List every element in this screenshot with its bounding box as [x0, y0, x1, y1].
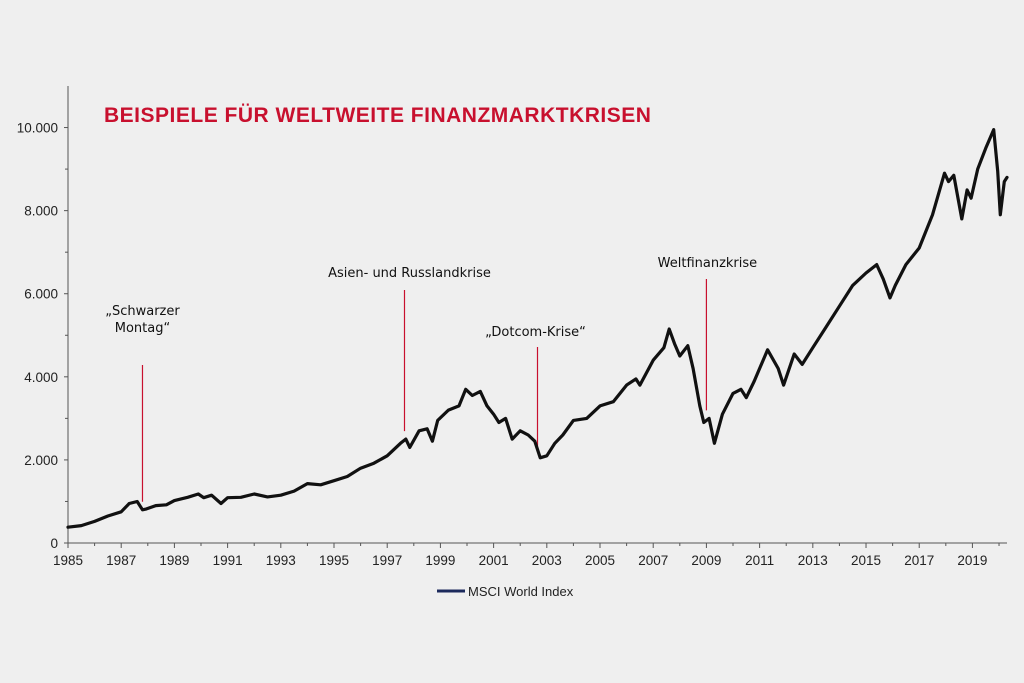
x-tick-label: 2005 [585, 553, 615, 568]
annotation-label: „Schwarzer [105, 304, 180, 319]
x-tick-label: 2019 [957, 553, 987, 568]
series-line-msci-world [66, 128, 1009, 529]
legend-label: MSCI World Index [468, 584, 574, 599]
x-tick-label: 2015 [851, 553, 881, 568]
x-tick-label: 1987 [106, 553, 136, 568]
annotation-label: Montag“ [115, 321, 170, 336]
x-tick-label: 2011 [745, 553, 774, 568]
y-tick-label: 0 [50, 536, 58, 551]
chart-title: BEISPIELE FÜR WELTWEITE FINANZMARKTKRISE… [104, 104, 651, 127]
x-tick-label: 1995 [319, 553, 349, 568]
x-tick-label: 2001 [479, 553, 509, 568]
annotation-label: „Dotcom-Krise“ [485, 325, 586, 340]
axes: 0 2.000 4.000 6.000 8.000 10.000 1985 1987 1989 1… [17, 86, 1007, 568]
y-tick-label: 10.000 [17, 121, 58, 136]
annotation-label: Asien- und Russlandkrise [328, 266, 491, 281]
x-tick-label: 2017 [904, 553, 934, 568]
y-tick-label: 4.000 [24, 370, 58, 385]
x-tick-label: 1985 [53, 553, 83, 568]
annotation-label: Weltfinanzkrise [658, 256, 758, 271]
y-tick-label: 8.000 [24, 204, 58, 219]
legend: MSCI World Index [437, 584, 574, 599]
x-tick-label: 1993 [266, 553, 296, 568]
x-tick-label: 1991 [213, 553, 243, 568]
series-group [66, 128, 1009, 529]
y-tick-label: 2.000 [24, 453, 58, 468]
x-tick-label: 1989 [159, 553, 189, 568]
annotations: „Schwarzer Montag“ Asien- und Russlandkris… [105, 256, 757, 502]
x-tick-label: 2003 [532, 553, 562, 568]
x-tick-label: 1997 [372, 553, 402, 568]
x-tick-label: 2009 [691, 553, 721, 568]
x-tick-label: 1999 [425, 553, 455, 568]
y-tick-label: 6.000 [24, 287, 58, 302]
x-tick-label: 2013 [798, 553, 828, 568]
x-tick-label: 2007 [638, 553, 668, 568]
